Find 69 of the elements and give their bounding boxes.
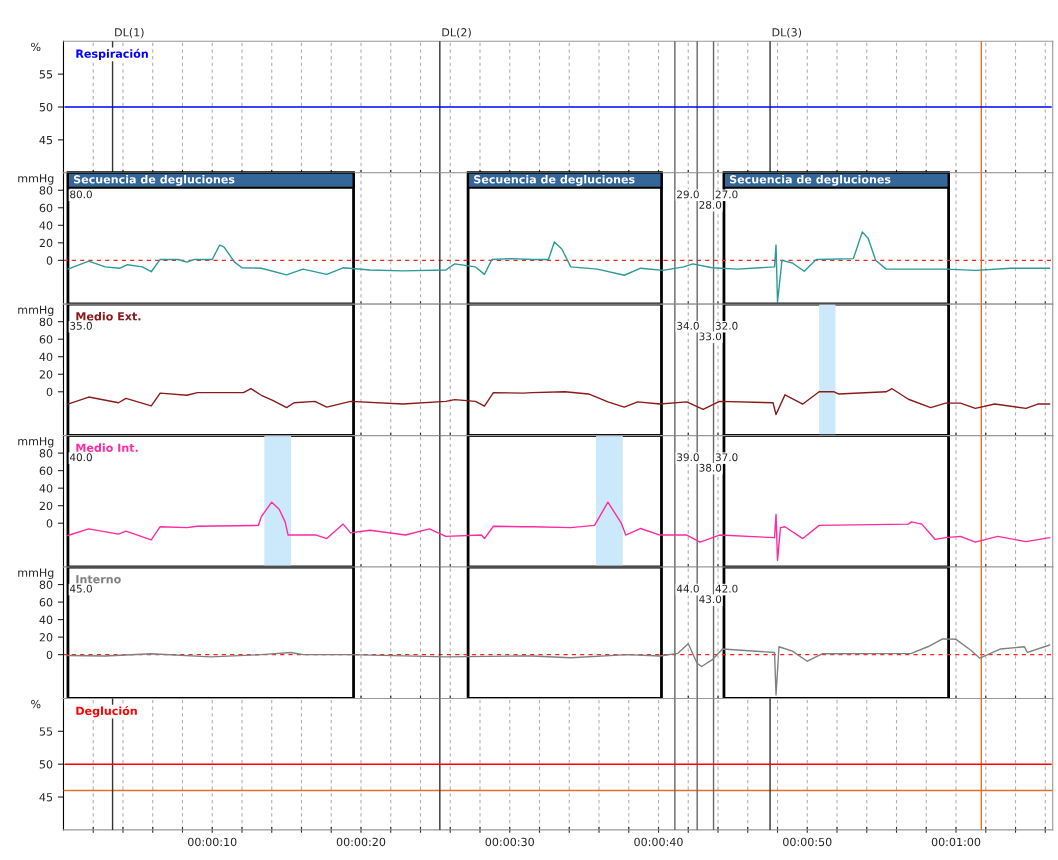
y-tick-label: 55 (39, 727, 53, 736)
annotation: 43.0 (699, 595, 722, 604)
y-tick-label: 40 (39, 352, 53, 362)
y-tick-label: 60 (39, 335, 53, 344)
line-series (67, 501, 1051, 562)
annotation: 40.0 (69, 453, 92, 462)
x-tick-label: 00:00:30 (485, 837, 534, 847)
y-tick-label: 80 (39, 580, 53, 589)
annotation: 42.0 (715, 584, 738, 593)
y-axis-title: mmHg (18, 568, 54, 579)
text: Interno (76, 575, 121, 584)
y-tick-label: 0 (46, 650, 53, 660)
annotation: 29.0 (677, 190, 699, 199)
y-axis-title: mmHg (18, 305, 54, 317)
y-tick-label: 20 (39, 633, 53, 642)
line-series (67, 388, 1051, 416)
y-tick-label: 20 (39, 501, 53, 511)
y-tick-label: 60 (39, 598, 53, 607)
annotation: 27.0 (715, 190, 738, 199)
y-tick-label: 40 (39, 221, 53, 230)
y-tick-label: 0 (46, 387, 53, 397)
x-tick-label: 00:00:20 (336, 837, 386, 847)
y-tick-label: 50 (39, 102, 53, 112)
y-axis-title: mmHg (18, 437, 54, 448)
x-tick-label: 00:00:10 (188, 837, 237, 847)
y-axis-title: % (31, 699, 41, 709)
x-tick-label: 00:00:50 (783, 837, 832, 847)
y-tick-label: 60 (39, 203, 53, 213)
line-series (67, 231, 1051, 303)
line-series (67, 638, 1051, 696)
x-tick-label: 00:01:00 (931, 837, 981, 847)
y-tick-label: 60 (39, 466, 53, 476)
annotation: 38.0 (699, 463, 722, 472)
annotation: 39.0 (677, 453, 699, 462)
y-axis-title: % (31, 42, 41, 52)
y-tick-label: 40 (39, 615, 53, 624)
y-tick-label: 0 (46, 256, 53, 265)
y-tick-label: 0 (46, 519, 53, 528)
y-tick-label: 80 (39, 186, 53, 195)
annotation: 80.0 (70, 190, 92, 199)
y-tick-label: 20 (39, 370, 53, 379)
text: Medio Ext. (76, 311, 141, 321)
annotation: 35.0 (70, 321, 92, 330)
text: Deglución (76, 705, 137, 718)
ref-line-label: DL(3) (772, 27, 802, 38)
y-tick-label: 80 (39, 449, 53, 458)
band-label: Secuencia de degluciones (729, 174, 891, 186)
y-tick-label: 40 (39, 484, 53, 493)
y-tick-label: 55 (39, 70, 53, 79)
y-tick-label: 80 (39, 317, 53, 327)
y-tick-label: 45 (39, 793, 53, 802)
annotation: 45.0 (69, 584, 92, 593)
annotation: 32.0 (715, 321, 738, 330)
annotation: 28.0 (699, 200, 722, 209)
annotation: 44.0 (676, 584, 699, 593)
annotation: 33.0 (699, 332, 722, 341)
annotation: 34.0 (677, 321, 699, 330)
x-tick-label: 00:00:40 (634, 837, 683, 847)
band-label: Secuencia de degluciones (474, 174, 635, 186)
text: Respiración (76, 48, 148, 61)
ref-line-label: DL(2) (442, 27, 471, 38)
text: Medio Int. (76, 443, 138, 452)
y-tick-label: 20 (39, 238, 53, 248)
y-tick-label: 50 (39, 760, 53, 769)
y-axis-title: mmHg (18, 174, 54, 185)
band-label: Secuencia de degluciones (73, 174, 235, 186)
y-tick-label: 45 (39, 135, 53, 145)
ref-line-label: DL(1) (115, 27, 144, 38)
annotation: 37.0 (715, 453, 738, 462)
